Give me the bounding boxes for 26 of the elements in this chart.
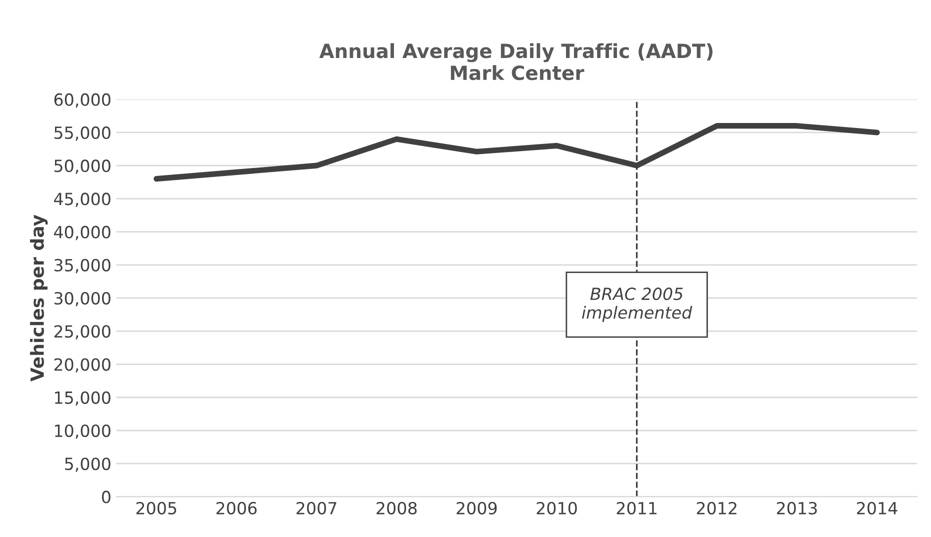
y-tick-label: 20,000 [54,358,110,373]
chart-title: Annual Average Daily Traffic (AADT) Mark Center [319,43,713,80]
y-tick-label: 50,000 [54,160,110,174]
x-tick-label: 2010 [536,502,577,514]
y-tick-label: 55,000 [54,126,110,141]
y-tick-label: 25,000 [54,325,110,340]
y-tick-label: 0 [102,490,110,504]
y-axis-title: Vehicles per day [30,214,48,382]
y-tick-label: 60,000 [54,93,110,108]
ref-line-label: BRAC 2005 implemented [582,288,692,322]
x-tick-label: 2009 [456,502,497,514]
x-tick-label: 2005 [136,502,176,514]
y-tick-label: 5,000 [65,458,110,472]
x-tick-label: 2014 [857,502,898,514]
y-tick-label: 35,000 [54,258,110,274]
x-tick-label: 2013 [776,502,817,514]
y-tick-label: 40,000 [54,226,110,240]
y-tick-label: 15,000 [55,391,110,406]
x-tick-label: 2012 [696,502,736,514]
x-tick-label: 2007 [296,502,336,514]
y-tick-label: 10,000 [55,424,110,439]
y-tick-label: 45,000 [54,192,110,207]
x-tick-label: 2006 [216,502,257,514]
x-tick-label: 2011 [616,502,656,514]
x-tick-label: 2008 [376,502,417,514]
y-tick-label: 30,000 [54,292,110,306]
